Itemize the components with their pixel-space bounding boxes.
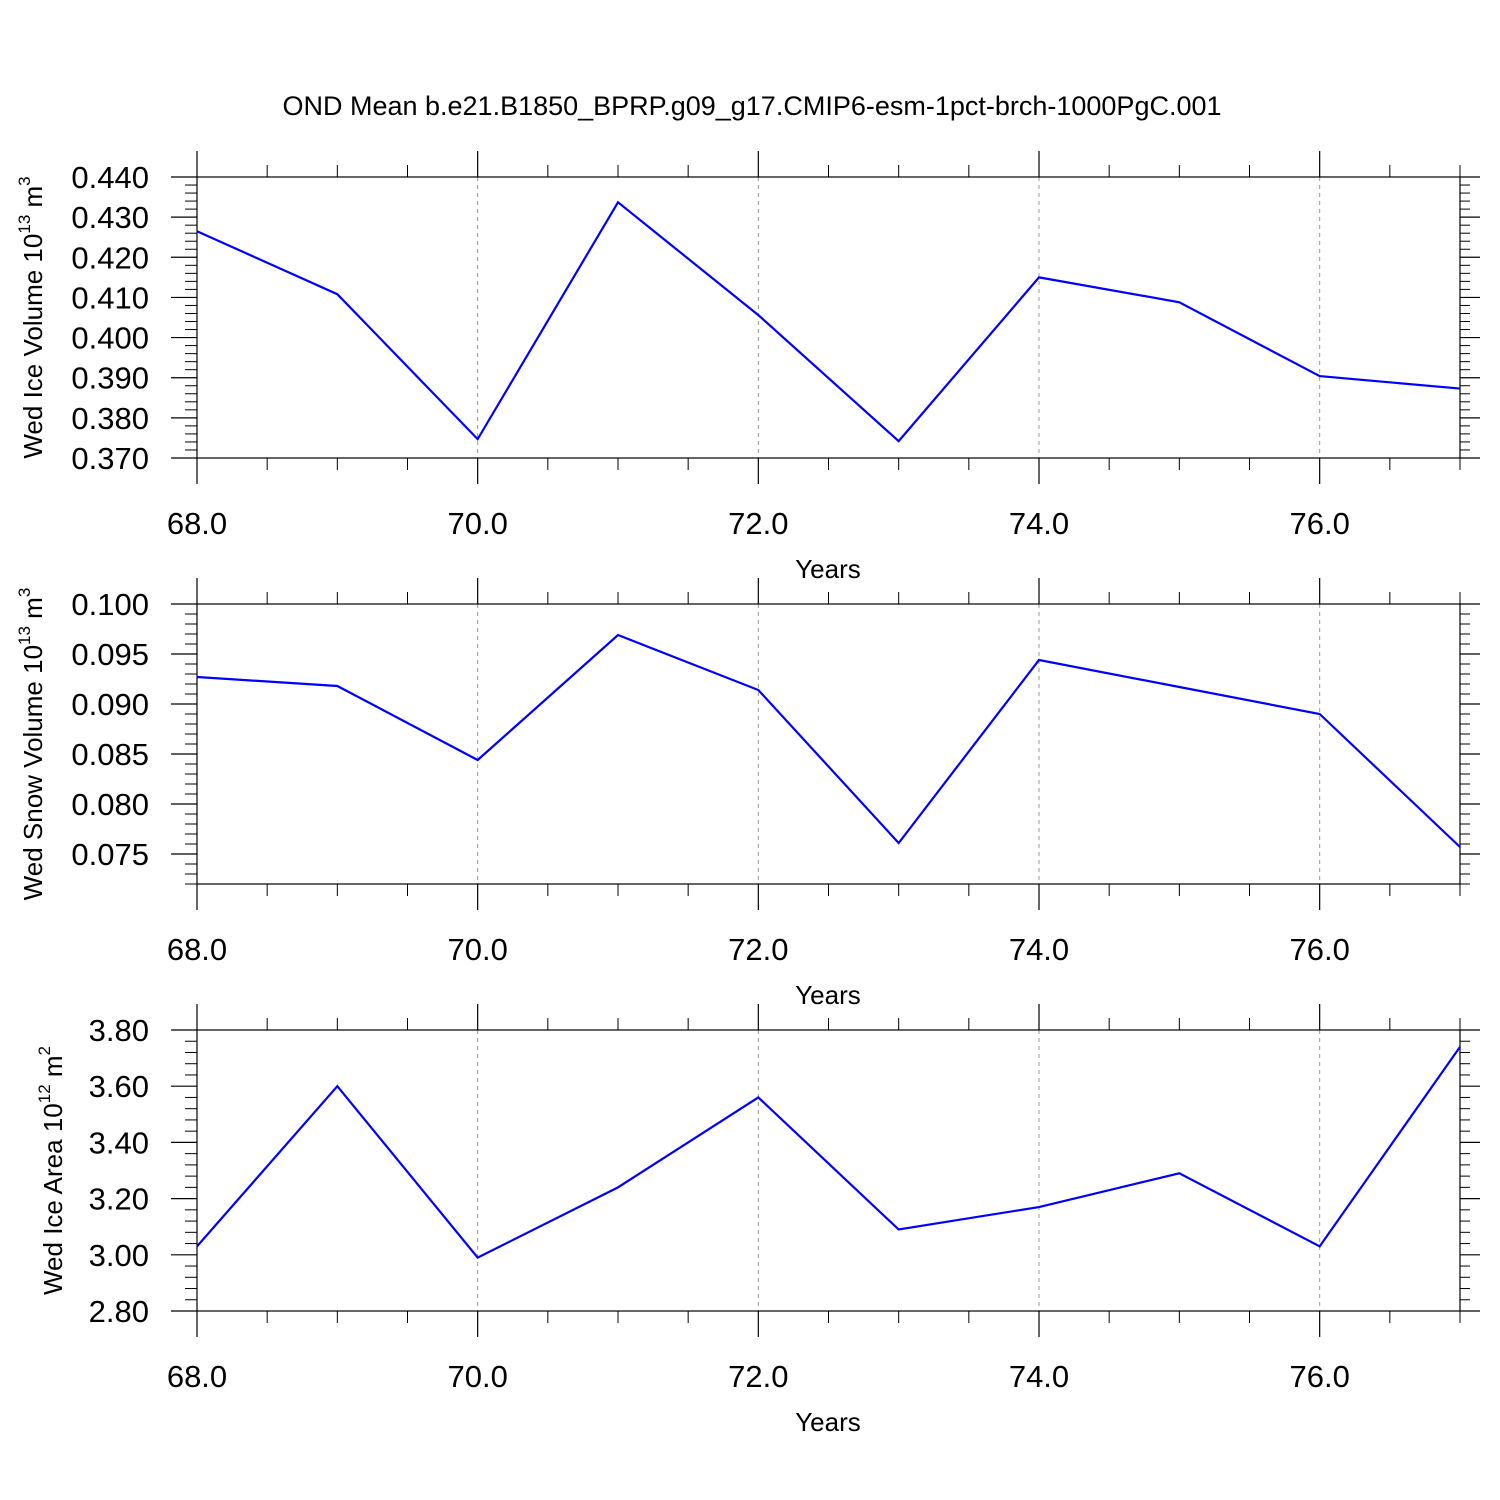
y-tick-label: 0.100 [71,587,149,622]
y-tick-label: 0.390 [71,361,149,396]
y-tick-label: 0.420 [71,240,149,275]
x-tick-label: 76.0 [1289,1359,1349,1394]
panel-ice-area: 3.80 3.60 3.40 3.20 3.00 2.80 68.0 70.0 72.0 74.… [35,1004,1480,1437]
y-tick-label: 3.60 [89,1069,149,1104]
y-axis-label: Wed Ice Volume 1013 m3 [15,176,48,458]
y-label-unit: m [38,1055,68,1084]
panel-snow-volume: 0.100 0.095 0.090 0.085 0.080 0.075 68.0 70.0 7… [15,578,1480,1010]
x-tick-label: 68.0 [167,1359,227,1394]
x-tick-label: 76.0 [1289,506,1349,541]
axis-ticks [171,1004,1480,1337]
series-line [196,633,1461,848]
y-tick-label: 0.410 [71,280,149,315]
x-tick-label: 70.0 [447,1359,507,1394]
series-line [196,1046,1461,1259]
y-tick-labels: 0.440 0.430 0.420 0.410 0.400 0.390 0.380 0.370 [71,160,149,476]
y-label-unit-exp: 2 [35,1046,54,1055]
axis-ticks [171,578,1480,910]
x-tick-label: 72.0 [728,1359,788,1394]
y-tick-labels: 0.100 0.095 0.090 0.085 0.080 0.075 [71,587,149,872]
y-label-unit: m [18,186,48,215]
y-tick-label: 0.090 [71,687,149,722]
y-axis-label: Wed Ice Area 1012 m2 [35,1046,68,1295]
y-tick-label: 3.20 [89,1182,149,1217]
y-label-exp: 13 [15,626,34,645]
x-gridlines [477,604,1321,884]
x-tick-label: 72.0 [728,932,788,967]
y-tick-label: 0.095 [71,637,149,672]
y-label-unit: m [18,597,48,626]
y-label-text: Wed Ice Area 10 [38,1103,68,1295]
y-tick-labels: 3.80 3.60 3.40 3.20 3.00 2.80 [89,1013,149,1329]
plot-frame [196,1029,1461,1312]
y-tick-label: 0.080 [71,787,149,822]
x-tick-label: 76.0 [1289,932,1349,967]
x-tick-label: 74.0 [1009,932,1069,967]
y-label-text: Wed Snow Volume 10 [18,645,48,900]
y-tick-label: 3.80 [89,1013,149,1048]
x-tick-label: 68.0 [167,932,227,967]
x-tick-label: 68.0 [167,506,227,541]
y-tick-label: 0.075 [71,837,149,872]
panel-ice-volume: 0.440 0.430 0.420 0.410 0.400 0.390 0.380 0.370… [15,151,1480,584]
y-tick-label: 0.430 [71,200,149,235]
y-label-unit-exp: 3 [15,588,34,597]
series-line [196,200,1461,443]
x-axis-label: Years [795,1407,861,1437]
x-tick-label: 74.0 [1009,506,1069,541]
axis-ticks [171,151,1480,484]
y-tick-label: 0.085 [71,737,149,772]
y-tick-label: 3.00 [89,1238,149,1273]
x-tick-label: 72.0 [728,506,788,541]
y-axis-label: Wed Snow Volume 1013 m3 [15,588,48,901]
x-tick-labels: 68.0 70.0 72.0 74.0 76.0 [167,932,1350,967]
plot-frame [196,176,1461,459]
y-label-text: Wed Ice Volume 10 [18,234,48,459]
y-tick-label: 0.370 [71,441,149,476]
figure-title: OND Mean b.e21.B1850_BPRP.g09_g17.CMIP6-… [282,91,1221,121]
x-axis-label: Years [795,980,861,1010]
plot-frame [196,603,1461,885]
x-tick-label: 74.0 [1009,1359,1069,1394]
x-tick-label: 70.0 [447,506,507,541]
x-axis-label: Years [795,554,861,584]
x-tick-label: 70.0 [447,932,507,967]
y-label-exp: 13 [15,215,34,234]
x-tick-labels: 68.0 70.0 72.0 74.0 76.0 [167,506,1350,541]
y-tick-label: 0.400 [71,321,149,356]
x-gridlines [477,1030,1321,1311]
y-tick-label: 3.40 [89,1125,149,1160]
x-gridlines [477,177,1321,458]
y-label-exp: 12 [35,1084,54,1103]
y-tick-label: 0.440 [71,160,149,195]
y-label-unit-exp: 3 [15,176,34,185]
y-tick-label: 0.380 [71,401,149,436]
x-tick-labels: 68.0 70.0 72.0 74.0 76.0 [167,1359,1350,1394]
y-tick-label: 2.80 [89,1294,149,1329]
